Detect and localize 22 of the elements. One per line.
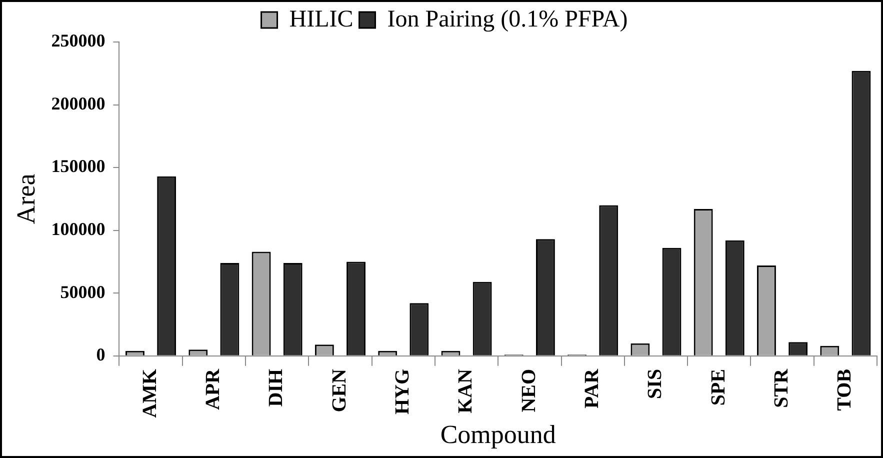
x-tick-label: PAR xyxy=(580,368,603,409)
x-tick-label: AMK xyxy=(138,368,161,418)
x-tick-label: DIH xyxy=(265,368,288,407)
legend-label: Ion Pairing (0.1% PFPA) xyxy=(387,6,628,32)
y-axis-title: Area xyxy=(11,173,40,224)
x-tick-label: NEO xyxy=(518,368,540,412)
x-tick-label: HYG xyxy=(392,368,414,414)
y-tick-label: 250000 xyxy=(51,30,106,51)
y-tick-label: 100000 xyxy=(51,219,106,240)
y-tick-label: 200000 xyxy=(51,93,106,114)
x-axis-title: Compound xyxy=(440,420,556,450)
legend-label: HILIC xyxy=(289,6,354,32)
y-tick-label: 50000 xyxy=(60,282,106,302)
x-tick-label: APR xyxy=(202,368,224,410)
x-tick-label: GEN xyxy=(328,368,350,412)
x-tick-label: KAN xyxy=(454,368,477,414)
x-tick-label: SPE xyxy=(707,368,730,406)
y-tick-label: 150000 xyxy=(51,156,106,176)
x-tick-label: STR xyxy=(770,368,792,408)
x-tick-label: TOB xyxy=(834,368,856,411)
y-tick-label: 0 xyxy=(96,344,106,365)
x-tick-label: SIS xyxy=(644,368,666,399)
